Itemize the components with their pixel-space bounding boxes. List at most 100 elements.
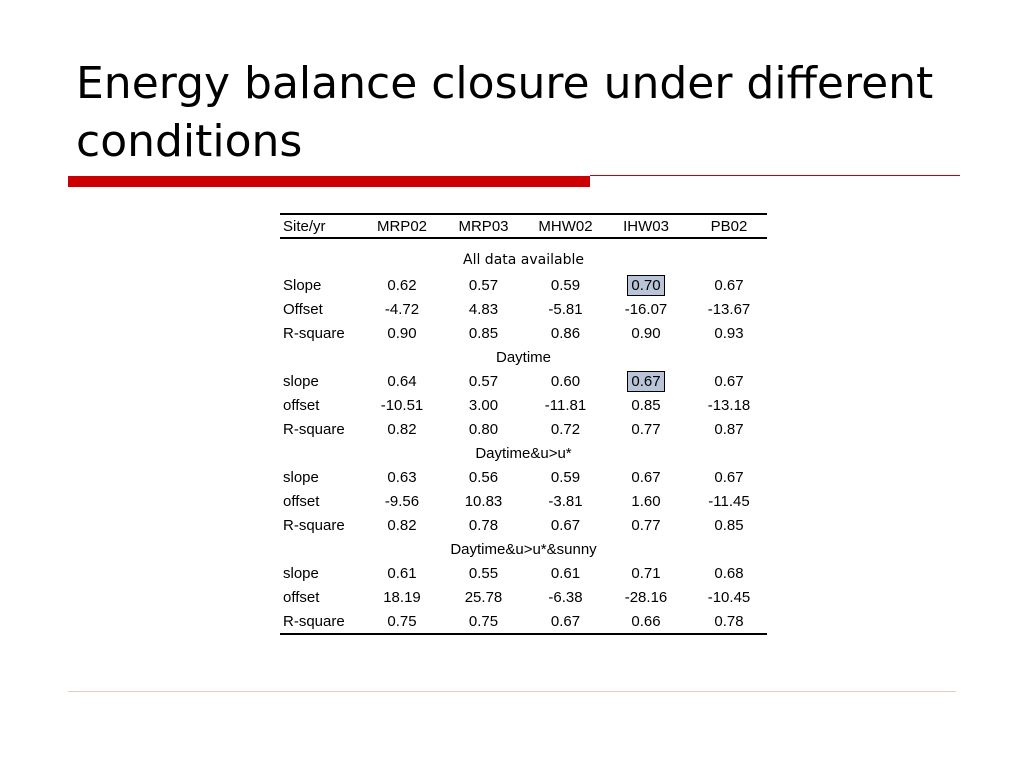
table-cell: 0.80 xyxy=(468,420,499,438)
table-cell: 0.75 xyxy=(387,612,417,630)
table-cell: 0.85 xyxy=(714,516,744,534)
row-label: Offset xyxy=(283,300,323,318)
table-cell: -3.81 xyxy=(548,492,583,510)
table-cell: 0.67 xyxy=(550,612,581,630)
table-row: slope 0.61 0.55 0.61 0.71 0.68 xyxy=(280,561,767,585)
table-cell: 0.70 xyxy=(601,273,691,297)
title-underline-thin xyxy=(590,175,960,176)
table-row: offset -9.56 10.83 -3.81 1.60 -11.45 xyxy=(280,489,767,513)
row-label: slope xyxy=(283,564,319,582)
table-cell: 0.75 xyxy=(468,612,499,630)
table-cell: 0.72 xyxy=(550,420,581,438)
table-cell: 0.77 xyxy=(631,516,661,534)
row-label: R-square xyxy=(283,612,345,630)
section-label: Daytime&u>u* xyxy=(475,444,572,462)
table-cell: -10.45 xyxy=(707,588,751,606)
table-cell: -4.72 xyxy=(384,300,420,318)
header-cell: Site/yr xyxy=(283,217,326,235)
title-underline-thick xyxy=(68,176,590,187)
table-cell: -16.07 xyxy=(624,300,668,318)
table-cell: 0.71 xyxy=(631,564,661,582)
table-cell: 0.82 xyxy=(387,516,417,534)
header-cell: MRP02 xyxy=(376,217,428,235)
table-cell: 25.78 xyxy=(464,588,503,606)
table-cell: 18.19 xyxy=(383,588,421,606)
table-cell: 0.90 xyxy=(387,324,417,342)
row-label: offset xyxy=(283,492,320,510)
table-cell: 0.67 xyxy=(631,468,661,486)
table-cell: -13.18 xyxy=(707,396,751,414)
table-cell: 0.67 xyxy=(714,276,744,294)
table-cell: 0.64 xyxy=(387,372,417,390)
table-cell: -10.51 xyxy=(380,396,424,414)
table-cell: 10.83 xyxy=(464,492,503,510)
table-cell: 0.62 xyxy=(387,276,417,294)
table-cell: 0.61 xyxy=(550,564,581,582)
row-label: offset xyxy=(283,588,320,606)
section-header-row: Daytime&u>u* xyxy=(280,441,767,465)
table-row: offset -10.51 3.00 -11.81 0.85 -13.18 xyxy=(280,393,767,417)
table-header-row: Site/yr MRP02 MRP03 MHW02 IHW03 PB02 xyxy=(280,214,767,238)
footer-divider xyxy=(68,691,956,692)
highlighted-value: 0.70 xyxy=(627,274,665,296)
table-cell: 0.57 xyxy=(468,276,499,294)
section-header-row: Daytime xyxy=(280,345,767,369)
table-row: Offset -4.72 4.83 -5.81 -16.07 -13.67 xyxy=(280,297,767,321)
row-label: R-square xyxy=(283,324,345,342)
table-cell: 0.57 xyxy=(468,372,499,390)
table-cell: 0.55 xyxy=(468,564,499,582)
table-cell: 0.67 xyxy=(714,468,744,486)
table-cell: -9.56 xyxy=(384,492,420,510)
slide-title: Energy balance closure under different c… xyxy=(76,58,934,167)
table-cell: 4.83 xyxy=(468,300,499,318)
table-row: R-square 0.75 0.75 0.67 0.66 0.78 xyxy=(280,609,767,634)
table-cell: 0.59 xyxy=(550,276,581,294)
table-cell: 0.86 xyxy=(550,324,581,342)
table-cell: -6.38 xyxy=(548,588,583,606)
row-label: slope xyxy=(283,468,319,486)
table-row: slope 0.64 0.57 0.60 0.67 0.67 xyxy=(280,369,767,393)
header-cell: IHW03 xyxy=(623,217,669,235)
energy-balance-table: Site/yr MRP02 MRP03 MHW02 IHW03 PB02 All… xyxy=(280,213,767,635)
section-label: Daytime xyxy=(495,348,551,366)
table-cell: 1.60 xyxy=(631,492,661,510)
table-cell: -28.16 xyxy=(624,588,668,606)
table-cell: 0.68 xyxy=(714,564,744,582)
table-cell: -11.45 xyxy=(708,492,750,510)
header-cell: MHW02 xyxy=(538,217,593,235)
spacer-row xyxy=(280,238,767,247)
table-cell: 0.85 xyxy=(631,396,661,414)
table-cell: 0.56 xyxy=(468,468,499,486)
table-cell: 0.67 xyxy=(601,369,691,393)
table-cell: -11.81 xyxy=(544,396,587,414)
row-label: R-square xyxy=(283,420,345,438)
header-cell: MRP03 xyxy=(458,217,509,235)
table-cell: 0.59 xyxy=(550,468,581,486)
table-cell: 0.82 xyxy=(387,420,417,438)
table-row: Slope 0.62 0.57 0.59 0.70 0.67 xyxy=(280,273,767,297)
table-cell: 0.78 xyxy=(714,612,744,630)
row-label: slope xyxy=(283,372,319,390)
row-label: Slope xyxy=(283,276,322,294)
row-label: R-square xyxy=(283,516,345,534)
table-row: slope 0.63 0.56 0.59 0.67 0.67 xyxy=(280,465,767,489)
table-cell: 0.67 xyxy=(714,372,744,390)
table-cell: 0.93 xyxy=(714,324,744,342)
energy-balance-table-container: Site/yr MRP02 MRP03 MHW02 IHW03 PB02 All… xyxy=(280,213,767,635)
header-cell: PB02 xyxy=(710,217,748,235)
section-header-row: All data available xyxy=(280,247,767,273)
table-cell: 0.87 xyxy=(714,420,744,438)
section-label: Daytime&u>u*&sunny xyxy=(450,540,597,558)
table-cell: 0.67 xyxy=(550,516,581,534)
section-header-row: Daytime&u>u*&sunny xyxy=(280,537,767,561)
table-cell: 0.66 xyxy=(631,612,661,630)
table-cell: 0.85 xyxy=(468,324,499,342)
table-row: R-square 0.82 0.80 0.72 0.77 0.87 xyxy=(280,417,767,441)
table-cell: -5.81 xyxy=(548,300,583,318)
table-cell: 0.77 xyxy=(631,420,661,438)
section-label: All data available xyxy=(463,252,584,268)
highlighted-value: 0.67 xyxy=(627,370,665,392)
table-cell: 0.60 xyxy=(550,372,581,390)
table-cell: 0.90 xyxy=(631,324,661,342)
row-label: offset xyxy=(283,396,320,414)
